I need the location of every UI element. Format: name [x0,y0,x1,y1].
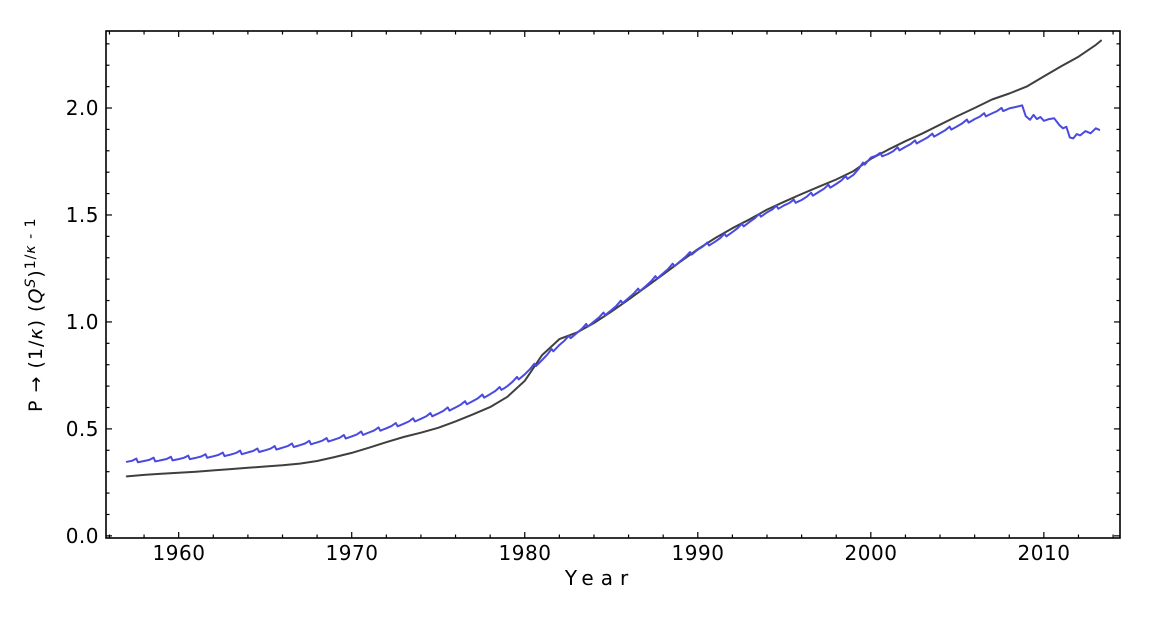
y-axis-label-segment: ) ( [25,304,47,328]
y-axis-label-segment: ) [25,269,47,277]
y-tick-label-0.5: 0.5 [66,417,99,441]
y-tick-label-2.0: 2.0 [66,96,99,120]
series-line-dark [125,39,1102,478]
y-axis-label-superscript: S [23,278,39,288]
plot-dynamic-layer [105,30,1121,539]
y-axis-label: P → (1/κ) (QS)1/κ - 1 [23,218,47,412]
x-tick-label-2000: 2000 [845,541,898,565]
y-axis-label-segment: P [25,393,47,413]
x-axis-label: Year [564,566,635,590]
y-axis-label-segment: → [25,369,47,393]
x-tick-label-1970: 1970 [326,541,379,565]
y-axis-label-segment: κ [25,327,47,339]
y-axis-label-segment: Q [25,288,47,304]
x-tick-label-1990: 1990 [672,541,725,565]
y-axis-label-segment: (1/ [25,340,47,369]
y-tick-label-1.0: 1.0 [66,310,99,334]
y-tick-label-1.5: 1.5 [66,203,99,227]
x-tick-label-1960: 1960 [153,541,206,565]
plot-frame [105,30,1121,539]
y-axis-label-superscript: 1/ [23,254,39,270]
x-tick-label-2010: 2010 [1018,541,1071,565]
y-axis-label-superscript: κ [23,244,39,253]
x-tick-label-1980: 1980 [499,541,552,565]
y-axis-label-superscript: - 1 [23,218,39,245]
y-tick-label-0.0: 0.0 [66,524,99,548]
series-line-blue [125,104,1101,464]
